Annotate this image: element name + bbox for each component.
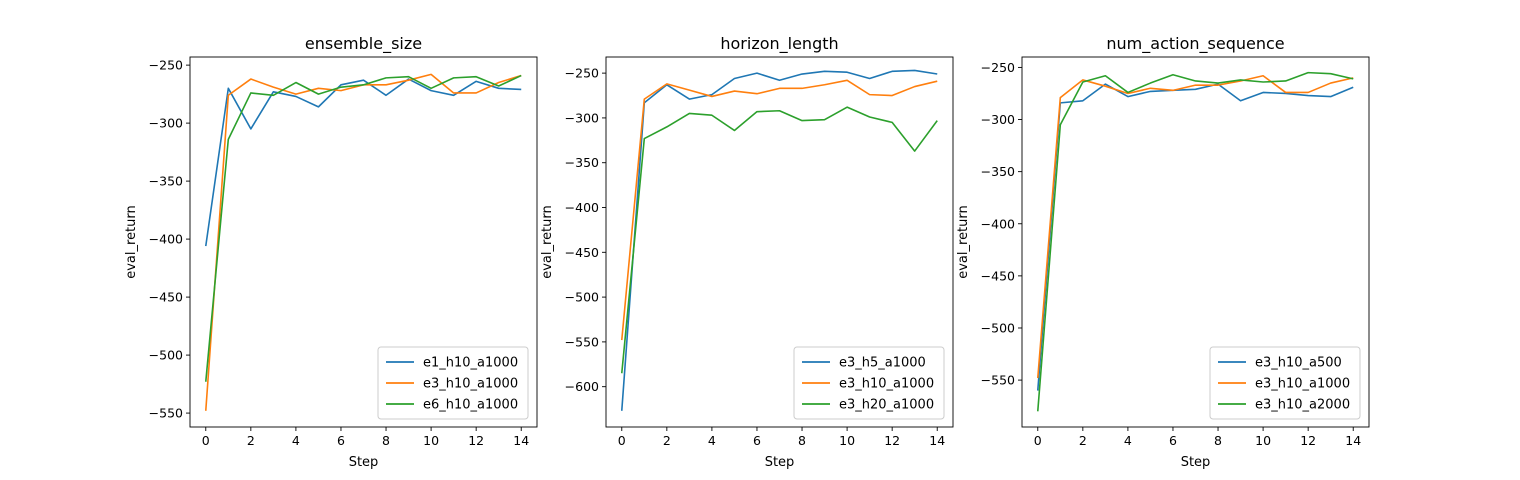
y-tick-label: −250 [149, 58, 183, 73]
legend-label: e3_h10_a500 [1255, 356, 1342, 371]
y-axis-label: eval_return [124, 205, 139, 279]
y-tick-label: −350 [149, 174, 183, 189]
chart-title: num_action_sequence [1106, 34, 1284, 54]
y-tick-label: −450 [149, 290, 183, 305]
axes-frame [1021, 56, 1370, 428]
x-tick-label: 0 [202, 433, 210, 448]
legend-label: e3_h5_a1000 [839, 356, 926, 371]
x-tick-label: 0 [1034, 433, 1042, 448]
legend-label: e1_h10_a1000 [423, 356, 518, 371]
series-line-2 [204, 74, 522, 382]
y-tick-label: −300 [565, 110, 599, 125]
subplot-1: 0 2 4 6 8 10 12 14 −550 −500 −450 −400 −350 −300 −250 e… [124, 34, 538, 470]
y-tick-label: −600 [565, 379, 599, 394]
x-tick-label: 2 [663, 433, 671, 448]
y-tick-label: −250 [565, 66, 599, 81]
series-line-0 [204, 78, 522, 247]
x-tick-label: 10 [839, 433, 855, 448]
series-line-2 [1036, 71, 1354, 412]
chart-title: horizon_length [720, 34, 838, 54]
y-tick-label: −250 [981, 60, 1015, 75]
y-tick-label: −400 [981, 216, 1015, 231]
y-tick-label: −450 [565, 245, 599, 260]
legend-label: e3_h10_a1000 [423, 377, 518, 392]
y-axis-label: eval_return [540, 205, 555, 279]
legend-label: e6_h10_a1000 [423, 398, 518, 413]
y-tick-label: −350 [981, 164, 1015, 179]
x-tick-label: 4 [1124, 433, 1132, 448]
x-tick-label: 8 [382, 433, 390, 448]
y-axis-label: eval_return [956, 205, 971, 279]
x-tick-label: 4 [708, 433, 716, 448]
x-axis-label: Step [1181, 455, 1211, 470]
series-line-2 [620, 106, 938, 374]
x-tick-label: 8 [1214, 433, 1222, 448]
x-tick-label: 0 [618, 433, 626, 448]
x-tick-label: 2 [1079, 433, 1087, 448]
legend-label: e3_h20_a1000 [839, 398, 934, 413]
x-tick-label: 14 [513, 433, 529, 448]
chart-title: ensemble_size [305, 34, 422, 54]
axes-frame [605, 56, 954, 428]
x-tick-label: 14 [1345, 433, 1361, 448]
y-tick-label: −300 [981, 112, 1015, 127]
legend: e3_h5_a1000 e3_h10_a1000 e3_h20_a1000 [793, 346, 945, 420]
x-tick-label: 6 [753, 433, 761, 448]
legend-box [377, 346, 529, 420]
y-tick-label: −500 [149, 348, 183, 363]
y-tick-label: −350 [565, 155, 599, 170]
x-tick-label: 12 [468, 433, 484, 448]
legend: e1_h10_a1000 e3_h10_a1000 e6_h10_a1000 [377, 346, 529, 420]
x-tick-label: 12 [884, 433, 900, 448]
x-tick-label: 8 [798, 433, 806, 448]
series-line-1 [1036, 74, 1354, 379]
y-tick-label: −300 [149, 116, 183, 131]
legend-box [1209, 346, 1361, 420]
y-tick-label: −500 [565, 290, 599, 305]
legend-label: e3_h10_a1000 [839, 377, 934, 392]
legend-box [793, 346, 945, 420]
series-line-0 [620, 69, 938, 411]
x-tick-label: 12 [1300, 433, 1316, 448]
x-axis-label: Step [765, 455, 795, 470]
series-line-0 [1036, 83, 1354, 391]
y-tick-label: −400 [565, 200, 599, 215]
axes-frame [189, 56, 538, 428]
x-tick-label: 6 [337, 433, 345, 448]
x-tick-label: 10 [423, 433, 439, 448]
y-tick-label: −450 [981, 268, 1015, 283]
series-line-1 [620, 79, 938, 341]
legend-label: e3_h10_a1000 [1255, 377, 1350, 392]
y-tick-label: −500 [981, 320, 1015, 335]
subplot-2: 0 2 4 6 8 10 12 14 −600 −550 −500 −450 −400 −350 −300 −… [540, 34, 954, 470]
subplot-3: 0 2 4 6 8 10 12 14 −550 −500 −450 −400 −350 −300 −250 n… [956, 34, 1370, 470]
y-tick-label: −550 [981, 373, 1015, 388]
x-tick-label: 10 [1255, 433, 1271, 448]
x-tick-label: 4 [292, 433, 300, 448]
legend-label: e3_h10_a2000 [1255, 398, 1350, 413]
y-tick-label: −550 [565, 334, 599, 349]
x-tick-label: 2 [247, 433, 255, 448]
x-tick-label: 6 [1169, 433, 1177, 448]
x-axis-label: Step [349, 455, 379, 470]
legend: e3_h10_a500 e3_h10_a1000 e3_h10_a2000 [1209, 346, 1361, 420]
y-tick-label: −550 [149, 406, 183, 421]
x-tick-label: 14 [929, 433, 945, 448]
y-tick-label: −400 [149, 232, 183, 247]
